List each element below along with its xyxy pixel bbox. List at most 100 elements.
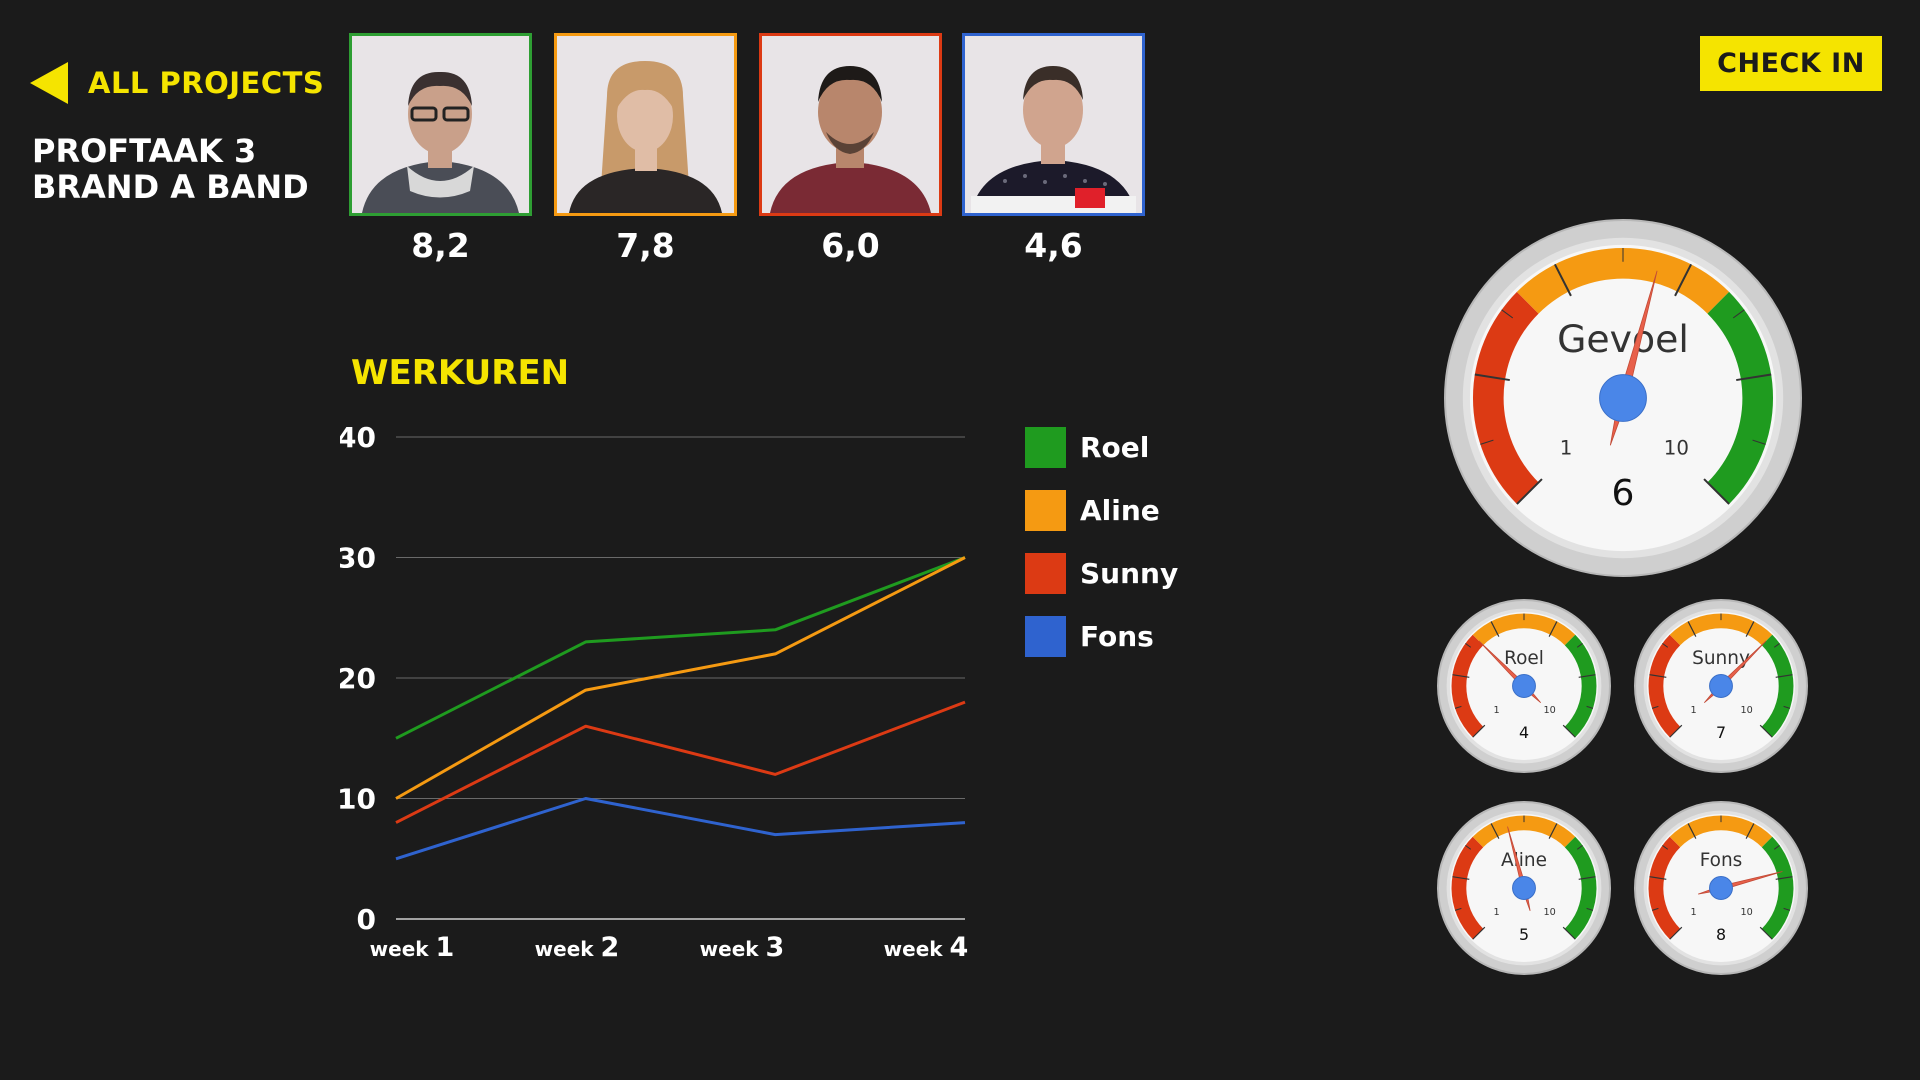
gauge-max-label: 10 bbox=[1741, 907, 1753, 918]
gauge-band-green bbox=[1761, 836, 1794, 940]
series-line-fons bbox=[395, 797, 966, 861]
gauge-tick bbox=[1576, 642, 1583, 648]
gauge-label: Roel bbox=[1504, 648, 1544, 669]
gauge-tick bbox=[1465, 844, 1472, 850]
member-card-aline[interactable]: 7,8 bbox=[554, 33, 737, 265]
gauge-tick bbox=[1669, 724, 1683, 738]
gauge-band-orange bbox=[1669, 815, 1773, 848]
team-members: 8,2 7,8 bbox=[349, 33, 1149, 273]
gauge-tick bbox=[1649, 674, 1667, 678]
gauge-tick bbox=[1752, 439, 1766, 445]
series-line-sunny bbox=[395, 700, 966, 824]
gauge-min-label: 1 bbox=[1493, 907, 1499, 918]
gauge-tick bbox=[1687, 823, 1697, 839]
member-card-fons[interactable]: 4,6 bbox=[962, 33, 1145, 265]
gauge-tick bbox=[1773, 844, 1780, 850]
legend-swatch-roel bbox=[1025, 426, 1066, 468]
gauge-gevoel: Gevoel 1 10 6 bbox=[1444, 219, 1802, 577]
hours-line-chart: 0 10 20 30 40 week 1 week 2 week 3 week 4 bbox=[340, 421, 968, 963]
gauge-min-label: 1 bbox=[1690, 907, 1696, 918]
gauge-fons: Fons 1 10 8 bbox=[1634, 801, 1808, 975]
y-tick-label: 20 bbox=[340, 662, 376, 695]
gauge-band-green bbox=[1564, 634, 1597, 738]
member-card-roel[interactable]: 8,2 bbox=[349, 33, 532, 265]
series-line-roel bbox=[395, 556, 966, 740]
gauge-band-green bbox=[1564, 836, 1597, 940]
gauge-label: Aline bbox=[1501, 850, 1547, 871]
gauge-tick bbox=[1578, 674, 1596, 678]
legend-label-sunny: Sunny bbox=[1080, 556, 1179, 590]
gauge-tick bbox=[1669, 926, 1683, 940]
gauge-max-label: 10 bbox=[1741, 705, 1753, 716]
member-photo-aline bbox=[554, 33, 737, 216]
legend-item-sunny: Sunny bbox=[1025, 552, 1178, 594]
gauge-tick bbox=[1651, 907, 1659, 911]
gauge-band-red bbox=[1451, 634, 1484, 738]
gauge-tick bbox=[1745, 823, 1755, 839]
gauge-tick bbox=[1452, 674, 1470, 678]
gauge-tick bbox=[1480, 439, 1494, 445]
x-tick-label: week 2 bbox=[535, 932, 620, 963]
gauge-tick bbox=[1586, 705, 1594, 709]
x-tick-label: week 3 bbox=[700, 932, 785, 963]
avatar-icon bbox=[557, 36, 734, 213]
all-projects-link[interactable]: ALL PROJECTS bbox=[30, 62, 324, 104]
gauge-tick bbox=[1732, 309, 1745, 319]
gauge-tick bbox=[1548, 621, 1558, 637]
gauge-max-label: 10 bbox=[1544, 705, 1556, 716]
gauge-tick bbox=[1472, 926, 1486, 940]
check-in-button[interactable]: CHECK IN bbox=[1700, 36, 1882, 91]
legend-label-fons: Fons bbox=[1080, 619, 1154, 653]
gauge-tick bbox=[1562, 926, 1576, 940]
gauge-aline: Aline 1 10 5 bbox=[1437, 801, 1611, 975]
avatar-icon bbox=[762, 36, 939, 213]
gauge-tick bbox=[1759, 724, 1773, 738]
gauge-needle-hub bbox=[1599, 374, 1647, 422]
member-photo-sunny bbox=[759, 33, 942, 216]
gauge-value: 7 bbox=[1716, 723, 1726, 742]
legend-item-fons: Fons bbox=[1025, 615, 1178, 657]
back-arrow-icon bbox=[30, 62, 68, 104]
gauge-label: Gevoel bbox=[1557, 317, 1689, 361]
gauge-tick bbox=[1501, 309, 1514, 319]
gauge-max-label: 10 bbox=[1664, 436, 1689, 459]
legend-swatch-fons bbox=[1025, 615, 1066, 657]
gauge-tick bbox=[1562, 724, 1576, 738]
gauge-tick bbox=[1703, 478, 1730, 505]
y-tick-label: 0 bbox=[357, 903, 376, 936]
y-tick-label: 10 bbox=[340, 783, 376, 816]
legend-item-roel: Roel bbox=[1025, 426, 1178, 468]
y-tick-label: 30 bbox=[340, 542, 376, 575]
gauge-tick bbox=[1454, 907, 1462, 911]
y-tick-label: 40 bbox=[340, 421, 376, 454]
gauge-tick bbox=[1662, 844, 1669, 850]
gauge-min-label: 1 bbox=[1560, 436, 1573, 459]
avatar-icon bbox=[965, 36, 1142, 213]
gauge-tick bbox=[1576, 844, 1583, 850]
gauge-min-label: 1 bbox=[1690, 705, 1696, 716]
member-photo-roel bbox=[349, 33, 532, 216]
gauge-band-orange bbox=[1669, 613, 1773, 646]
gauge-band-red bbox=[1451, 836, 1484, 940]
gauge-tick bbox=[1783, 907, 1791, 911]
all-projects-label: ALL PROJECTS bbox=[88, 66, 325, 100]
legend-label-aline: Aline bbox=[1080, 493, 1160, 527]
gauge-needle-hub bbox=[1512, 674, 1536, 698]
gauge-roel: Roel 1 10 4 bbox=[1437, 599, 1611, 773]
gauge-tick bbox=[1687, 621, 1697, 637]
gauge-band-orange bbox=[1516, 247, 1730, 314]
gauge-tick bbox=[1452, 876, 1470, 880]
project-title: PROFTAAK 3 BRAND A BAND bbox=[32, 133, 309, 205]
gauge-tick bbox=[1651, 705, 1659, 709]
gauge-tick bbox=[1745, 621, 1755, 637]
member-card-sunny[interactable]: 6,0 bbox=[759, 33, 942, 265]
gauge-tick bbox=[1662, 642, 1669, 648]
gauge-tick bbox=[1773, 642, 1780, 648]
gauge-tick bbox=[1472, 724, 1486, 738]
series-line-aline bbox=[395, 556, 966, 800]
member-score-aline: 7,8 bbox=[616, 226, 675, 265]
gauge-tick bbox=[1736, 373, 1772, 382]
chart-title: WERKUREN bbox=[351, 353, 570, 393]
gauge-tick bbox=[1554, 263, 1572, 297]
gauge-tick bbox=[1783, 705, 1791, 709]
